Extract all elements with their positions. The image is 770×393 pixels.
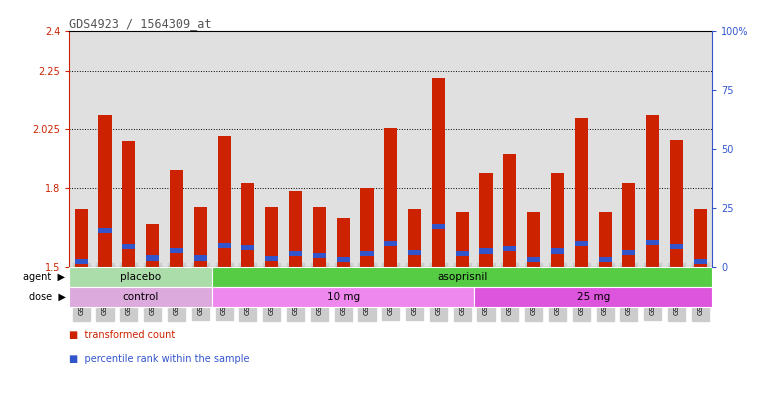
Text: asoprisnil: asoprisnil [437, 272, 487, 282]
Bar [146, 255, 159, 261]
Bar [504, 246, 517, 251]
Bar [146, 224, 159, 267]
Bar [622, 183, 635, 267]
Bar [360, 188, 373, 267]
Bar [504, 154, 517, 267]
Text: 25 mg: 25 mg [577, 292, 610, 301]
Bar [99, 228, 112, 233]
Bar [75, 209, 88, 267]
Text: GDS4923 / 1564309_at: GDS4923 / 1564309_at [69, 17, 212, 30]
Bar [670, 140, 683, 267]
Bar [75, 259, 88, 264]
Bar [598, 257, 611, 262]
Bar [574, 241, 588, 246]
Bar [313, 253, 326, 258]
Bar [194, 255, 207, 261]
Text: control: control [122, 292, 159, 301]
Bar [170, 170, 183, 267]
Bar [432, 79, 445, 267]
Bar [69, 286, 213, 307]
Bar [456, 250, 469, 256]
Text: placebo: placebo [120, 272, 161, 282]
Bar [474, 286, 712, 307]
Bar [289, 251, 302, 256]
Bar [527, 212, 541, 267]
Bar [646, 115, 659, 267]
Bar [336, 219, 350, 267]
Bar [213, 267, 712, 286]
Bar [646, 240, 659, 246]
Bar [480, 248, 493, 253]
Bar [99, 115, 112, 267]
Bar [694, 209, 707, 267]
Bar [265, 207, 278, 267]
Bar [480, 173, 493, 267]
Bar [384, 241, 397, 246]
Bar [170, 248, 183, 253]
Bar [122, 244, 136, 249]
Bar [432, 224, 445, 229]
Bar [313, 207, 326, 267]
Bar [456, 212, 469, 267]
Text: ■  percentile rank within the sample: ■ percentile rank within the sample [69, 354, 249, 364]
Bar [408, 209, 421, 267]
Bar [218, 243, 231, 248]
Bar [122, 141, 136, 267]
Text: dose  ▶: dose ▶ [28, 292, 65, 301]
Bar [574, 118, 588, 267]
Bar [336, 257, 350, 263]
Bar [265, 256, 278, 261]
Bar [408, 250, 421, 255]
Bar [241, 183, 254, 267]
Bar [241, 245, 254, 250]
Bar [289, 191, 302, 267]
Bar [551, 248, 564, 253]
Bar [213, 286, 474, 307]
Bar [694, 259, 707, 264]
Bar [670, 244, 683, 249]
Bar [527, 257, 541, 262]
Bar [69, 267, 213, 286]
Bar [360, 250, 373, 256]
Bar [384, 128, 397, 267]
Text: ■  transformed count: ■ transformed count [69, 330, 176, 340]
Text: agent  ▶: agent ▶ [23, 272, 65, 282]
Text: 10 mg: 10 mg [326, 292, 360, 301]
Bar [622, 250, 635, 255]
Bar [598, 212, 611, 267]
Bar [551, 173, 564, 267]
Bar [218, 136, 231, 267]
Bar [194, 207, 207, 267]
